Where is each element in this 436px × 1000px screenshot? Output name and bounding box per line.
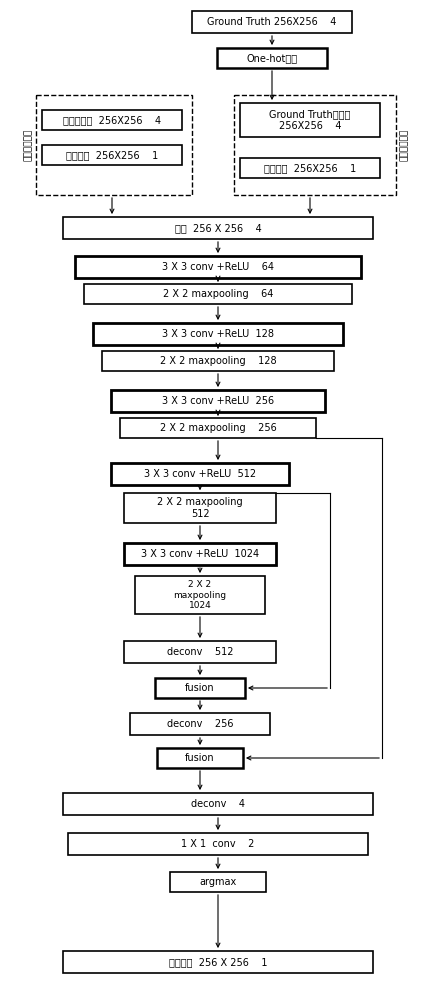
Text: 3 X 3 conv +ReLU  512: 3 X 3 conv +ReLU 512 (144, 469, 256, 479)
Bar (63, 793, 373, 815)
Bar (111, 390, 325, 412)
Text: 2 X 2 maxpooling
512: 2 X 2 maxpooling 512 (157, 497, 243, 519)
Text: 对应像素相索: 对应像素相索 (399, 129, 409, 161)
Bar (93, 323, 343, 345)
Bar (75, 256, 361, 278)
Text: deconv    4: deconv 4 (191, 799, 245, 809)
Text: 3 X 3 conv +ReLU    64: 3 X 3 conv +ReLU 64 (162, 262, 274, 272)
Text: One-hot编码: One-hot编码 (246, 53, 297, 63)
Bar (63, 951, 373, 973)
Bar (155, 678, 245, 698)
Bar (192, 11, 352, 33)
Bar (124, 493, 276, 523)
Bar (135, 576, 265, 614)
Text: 1 X 1  conv    2: 1 X 1 conv 2 (181, 839, 255, 849)
Bar (124, 641, 276, 663)
Text: argmax: argmax (199, 877, 237, 887)
Text: 3 X 3 conv +ReLU  1024: 3 X 3 conv +ReLU 1024 (141, 549, 259, 559)
Text: 2 X 2 maxpooling    256: 2 X 2 maxpooling 256 (160, 423, 276, 433)
Text: fusion: fusion (185, 753, 215, 763)
Text: 3 X 3 conv +ReLU  256: 3 X 3 conv +ReLU 256 (162, 396, 274, 406)
Bar (63, 217, 373, 239)
Bar (157, 748, 243, 768)
Bar (42, 145, 182, 165)
Text: fusion: fusion (185, 683, 215, 693)
Text: 2 X 2 maxpooling    64: 2 X 2 maxpooling 64 (163, 289, 273, 299)
Bar (84, 284, 352, 304)
Text: 输入  256 X 256    4: 输入 256 X 256 4 (175, 223, 261, 233)
Bar (120, 418, 316, 438)
Bar (130, 713, 270, 735)
Text: 3 X 3 conv +ReLU  128: 3 X 3 conv +ReLU 128 (162, 329, 274, 339)
Text: Ground Truth 256X256    4: Ground Truth 256X256 4 (207, 17, 337, 27)
Bar (217, 48, 327, 68)
Bar (124, 543, 276, 565)
Text: 原始图像  256X256    1: 原始图像 256X256 1 (264, 163, 356, 173)
Text: 分割特征图  256X256    4: 分割特征图 256X256 4 (63, 115, 161, 125)
Bar (111, 463, 289, 485)
Bar (240, 158, 380, 178)
Text: 2 X 2
maxpooling
1024: 2 X 2 maxpooling 1024 (174, 580, 227, 610)
Bar (42, 110, 182, 130)
Text: deconv    256: deconv 256 (167, 719, 233, 729)
Bar (234, 95, 396, 195)
Text: Ground Truth编码图
256X256    4: Ground Truth编码图 256X256 4 (269, 109, 351, 131)
Bar (36, 95, 192, 195)
Bar (170, 872, 266, 892)
Bar (240, 103, 380, 137)
Bar (68, 833, 368, 855)
Text: 置信度图  256 X 256    1: 置信度图 256 X 256 1 (169, 957, 267, 967)
Text: 2 X 2 maxpooling    128: 2 X 2 maxpooling 128 (160, 356, 276, 366)
Text: 原始图像  256X256    1: 原始图像 256X256 1 (66, 150, 158, 160)
Text: deconv    512: deconv 512 (167, 647, 233, 657)
Text: 对应像素相索: 对应像素相索 (24, 129, 33, 161)
Bar (102, 351, 334, 371)
